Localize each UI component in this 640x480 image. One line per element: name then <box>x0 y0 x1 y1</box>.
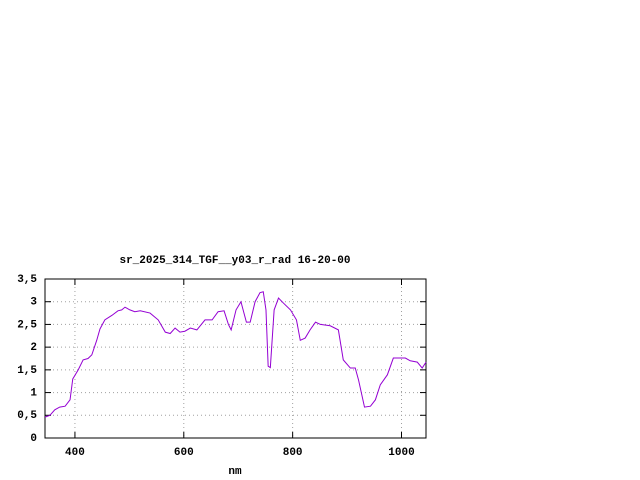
chart-title: sr_2025_314_TGF__y03_r_rad 16-20-00 <box>119 255 350 267</box>
plot-frame <box>44 278 427 439</box>
x-axis-label: nm <box>228 466 242 478</box>
y-tick-label: 3 <box>30 297 37 309</box>
y-tick-label: 1,5 <box>17 365 37 377</box>
y-tick-label: 2 <box>30 342 37 354</box>
x-tick-label: 400 <box>65 447 85 459</box>
y-tick-label: 3,5 <box>17 274 37 286</box>
y-tick-label: 1 <box>30 387 37 399</box>
y-tick-label: 0,5 <box>17 410 37 422</box>
x-tick-label: 800 <box>283 447 303 459</box>
y-tick-label: 2,5 <box>17 319 37 331</box>
y-tick-label: 0 <box>30 433 37 445</box>
data-line <box>44 291 427 418</box>
x-tick-label: 1000 <box>388 447 414 459</box>
x-tick-label: 600 <box>174 447 194 459</box>
